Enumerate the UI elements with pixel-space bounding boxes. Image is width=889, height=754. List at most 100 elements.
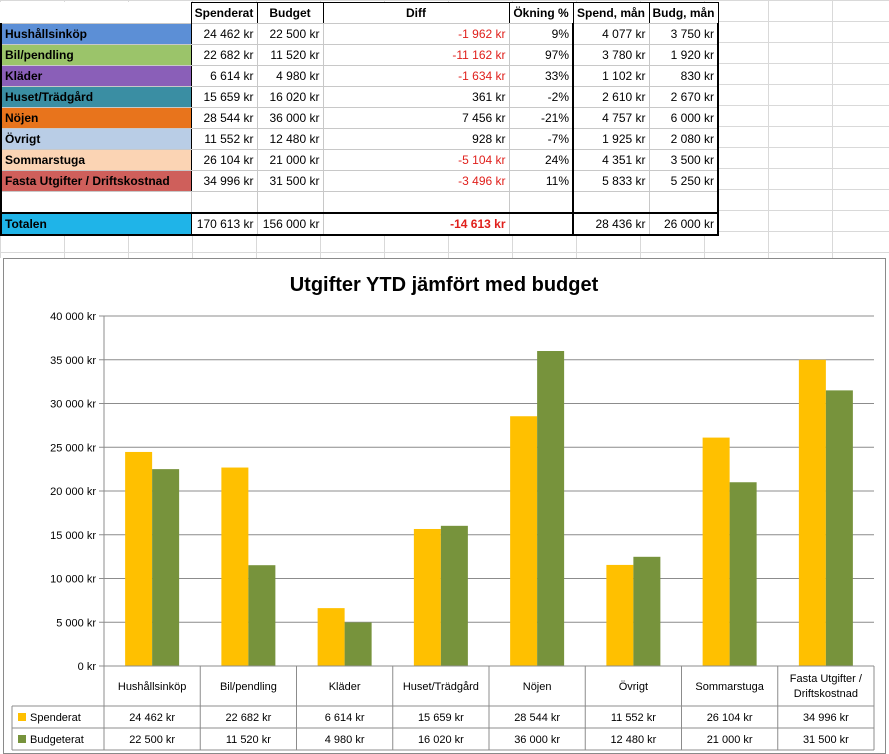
cell-category[interactable]: Bil/pendling	[0, 44, 192, 66]
chart-title: Utgifter YTD jämfört med budget	[290, 274, 599, 296]
y-tick-label: 35 000 kr	[50, 355, 96, 367]
y-tick-label: 10 000 kr	[50, 574, 96, 586]
bar-budgeterat	[729, 482, 757, 666]
cell-category[interactable]: Nöjen	[0, 107, 192, 129]
cell-diff[interactable]: -1 634 kr	[322, 65, 510, 87]
data-table-value: 12 480 kr	[610, 734, 656, 746]
empty-cell[interactable]	[0, 191, 192, 214]
empty-cell[interactable]	[572, 191, 650, 214]
cell-budget-month[interactable]: 5 250 kr	[648, 170, 719, 192]
cell-budget[interactable]: 156 000 kr	[256, 212, 324, 236]
cell-budget[interactable]: 21 000 kr	[256, 149, 324, 171]
budget-table: Spenderat Budget Diff Ökning % Spend, må…	[0, 2, 719, 236]
cell-increase[interactable]: -7%	[508, 128, 574, 150]
header-spenderat[interactable]: Spenderat	[190, 2, 258, 24]
cell-category[interactable]: Hushållsinköp	[0, 23, 192, 45]
cell-diff[interactable]: -3 496 kr	[322, 170, 510, 192]
cell-budget-month[interactable]: 26 000 kr	[648, 212, 719, 236]
data-table-value: 21 000 kr	[707, 734, 753, 746]
empty-cell[interactable]	[508, 191, 574, 214]
header-spend-month[interactable]: Spend, mån	[572, 2, 650, 24]
cell-budget[interactable]: 11 520 kr	[256, 44, 324, 66]
cell-increase[interactable]	[508, 212, 574, 236]
cell-increase[interactable]: 11%	[508, 170, 574, 192]
cell-spent[interactable]: 24 462 kr	[190, 23, 258, 45]
cell-budget[interactable]: 22 500 kr	[256, 23, 324, 45]
cell-budget[interactable]: 16 020 kr	[256, 86, 324, 108]
data-table-value: 11 520 kr	[226, 734, 271, 746]
cell-spent[interactable]: 22 682 kr	[190, 44, 258, 66]
cell-increase[interactable]: 33%	[508, 65, 574, 87]
cell-spent[interactable]: 15 659 kr	[190, 86, 258, 108]
cell-spend-month[interactable]: 4 757 kr	[572, 107, 650, 129]
empty-cell[interactable]	[648, 191, 719, 214]
cell-category[interactable]: Kläder	[0, 65, 192, 87]
cell-budget-month[interactable]: 6 000 kr	[648, 107, 719, 129]
cell-increase[interactable]: 97%	[508, 44, 574, 66]
table-header-row: Spenderat Budget Diff Ökning % Spend, må…	[1, 2, 719, 24]
cell-increase[interactable]: -21%	[508, 107, 574, 129]
cell-spend-month[interactable]: 2 610 kr	[572, 86, 650, 108]
cell-budget-month[interactable]: 1 920 kr	[648, 44, 719, 66]
header-budget-month[interactable]: Budg, mån	[648, 2, 719, 24]
cell-spend-month[interactable]: 4 077 kr	[572, 23, 650, 45]
header-empty[interactable]	[1, 2, 192, 24]
cell-budget-month[interactable]: 2 670 kr	[648, 86, 719, 108]
cell-category[interactable]: Sommarstuga	[0, 149, 192, 171]
cell-spent[interactable]: 26 104 kr	[190, 149, 258, 171]
cell-diff[interactable]: -1 962 kr	[322, 23, 510, 45]
cell-budget[interactable]: 12 480 kr	[256, 128, 324, 150]
header-diff[interactable]: Diff	[322, 2, 510, 24]
cell-budget[interactable]: 31 500 kr	[256, 170, 324, 192]
cell-spent[interactable]: 34 996 kr	[190, 170, 258, 192]
cell-diff[interactable]: 361 kr	[322, 86, 510, 108]
cell-spend-month[interactable]: 1 925 kr	[572, 128, 650, 150]
table-row: Övrigt 11 552 kr 12 480 kr 928 kr -7% 1 925 k…	[0, 128, 719, 150]
bar-spenderat	[510, 416, 538, 666]
bar-spenderat	[221, 467, 249, 666]
cell-spent[interactable]: 6 614 kr	[190, 65, 258, 87]
data-table-value: 22 500 kr	[129, 734, 175, 746]
data-table-value: 15 659 kr	[418, 712, 464, 724]
empty-cell[interactable]	[322, 191, 510, 214]
cell-category[interactable]: Fasta Utgifter / Driftskostnad	[0, 170, 192, 192]
cell-spend-month[interactable]: 5 833 kr	[572, 170, 650, 192]
header-okning[interactable]: Ökning %	[508, 2, 574, 24]
cell-spend-month[interactable]: 28 436 kr	[572, 212, 650, 236]
cell-budget[interactable]: 36 000 kr	[256, 107, 324, 129]
cell-category[interactable]: Totalen	[0, 212, 192, 236]
cell-spent[interactable]: 28 544 kr	[190, 107, 258, 129]
cell-category[interactable]: Huset/Trädgård	[0, 86, 192, 108]
legend-swatch-budgeterat	[18, 735, 26, 743]
cell-category[interactable]: Övrigt	[0, 128, 192, 150]
cell-budget-month[interactable]: 3 500 kr	[648, 149, 719, 171]
cell-increase[interactable]: -2%	[508, 86, 574, 108]
cell-budget-month[interactable]: 830 kr	[648, 65, 719, 87]
cell-spent[interactable]: 170 613 kr	[190, 212, 258, 236]
chart-area[interactable]: Utgifter YTD jämfört med budget 0 kr 5 000…	[3, 258, 886, 754]
empty-cell[interactable]	[190, 191, 258, 214]
legend-swatch-spenderat	[18, 713, 26, 721]
cell-budget-month[interactable]: 3 750 kr	[648, 23, 719, 45]
cell-increase[interactable]: 9%	[508, 23, 574, 45]
cell-budget[interactable]: 4 980 kr	[256, 65, 324, 87]
cell-diff[interactable]: -5 104 kr	[322, 149, 510, 171]
bar-budgeterat	[537, 351, 565, 666]
cell-budget-month[interactable]: 2 080 kr	[648, 128, 719, 150]
data-table-value: 36 000 kr	[514, 734, 560, 746]
cell-diff[interactable]: 928 kr	[322, 128, 510, 150]
cell-diff[interactable]: -14 613 kr	[322, 212, 510, 236]
cell-spend-month[interactable]: 3 780 kr	[572, 44, 650, 66]
empty-cell[interactable]	[256, 191, 324, 214]
x-tick-label: Hushållsinköp	[118, 681, 186, 693]
bar-budgeterat	[248, 565, 276, 666]
cell-spend-month[interactable]: 1 102 kr	[572, 65, 650, 87]
chart-svg: Utgifter YTD jämfört med budget 0 kr 5 000…	[11, 274, 875, 751]
cell-diff[interactable]: 7 456 kr	[322, 107, 510, 129]
cell-diff[interactable]: -11 162 kr	[322, 44, 510, 66]
cell-spent[interactable]: 11 552 kr	[190, 128, 258, 150]
cell-increase[interactable]: 24%	[508, 149, 574, 171]
table-row: Bil/pendling 22 682 kr 11 520 kr -11 162 kr…	[0, 44, 719, 66]
header-budget[interactable]: Budget	[256, 2, 324, 24]
cell-spend-month[interactable]: 4 351 kr	[572, 149, 650, 171]
